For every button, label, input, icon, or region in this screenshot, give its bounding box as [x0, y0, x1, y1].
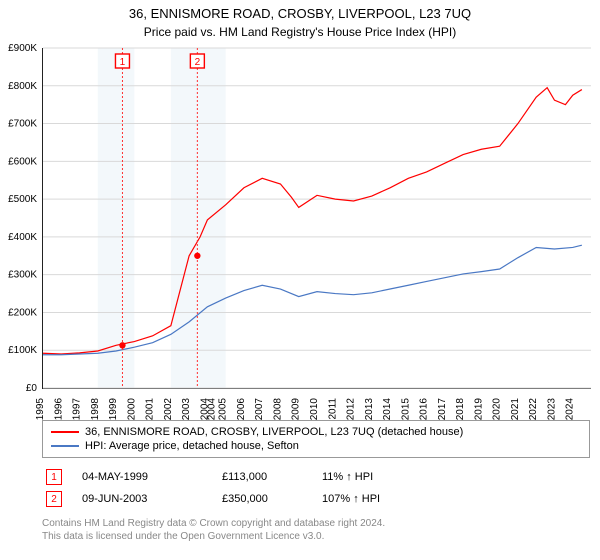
chart-title: 36, ENNISMORE ROAD, CROSBY, LIVERPOOL, L…	[0, 6, 600, 23]
svg-text:2001: 2001	[145, 398, 156, 421]
y-tick-labels: £0 £100K £200K £300K £400K £500K £600K £700K £80…	[8, 43, 37, 394]
sale-marker-icon: 1	[46, 469, 62, 485]
svg-text:£300K: £300K	[8, 270, 37, 281]
svg-text:1999: 1999	[108, 398, 119, 421]
svg-text:£200K: £200K	[8, 307, 37, 318]
legend: 36, ENNISMORE ROAD, CROSBY, LIVERPOOL, L…	[42, 420, 590, 458]
svg-text:2: 2	[195, 57, 201, 68]
sales-table: 1 04-MAY-1999 £113,000 11% ↑ HPI 2 09-JU…	[42, 466, 590, 510]
legend-label: HPI: Average price, detached house, Seft…	[85, 440, 299, 452]
svg-text:£800K: £800K	[8, 81, 37, 92]
svg-text:2006: 2006	[236, 398, 247, 421]
svg-text:1998: 1998	[90, 398, 101, 421]
svg-text:2016: 2016	[419, 398, 430, 421]
svg-text:2024: 2024	[565, 398, 576, 421]
legend-item: 36, ENNISMORE ROAD, CROSBY, LIVERPOOL, L…	[51, 425, 581, 439]
svg-text:2011: 2011	[327, 398, 338, 420]
svg-text:2012: 2012	[346, 398, 357, 421]
svg-text:1995: 1995	[35, 398, 46, 421]
sale-date: 04-MAY-1999	[82, 471, 202, 483]
sale-delta: 107% ↑ HPI	[322, 493, 422, 505]
svg-text:£0: £0	[26, 383, 38, 394]
svg-text:£600K: £600K	[8, 156, 37, 167]
svg-text:2023: 2023	[546, 398, 557, 421]
svg-text:2019: 2019	[473, 398, 484, 421]
sale-row: 1 04-MAY-1999 £113,000 11% ↑ HPI	[42, 466, 590, 488]
chart-area: £0£100K£200K£300K£400K£500K£600K£700K£80…	[42, 48, 590, 388]
svg-text:1996: 1996	[53, 398, 64, 421]
svg-text:2003: 2003	[181, 398, 192, 421]
svg-text:2007: 2007	[254, 398, 265, 421]
svg-text:2000: 2000	[126, 398, 137, 421]
svg-text:2015: 2015	[400, 398, 411, 421]
svg-text:£400K: £400K	[8, 232, 37, 243]
footer-line: Contains HM Land Registry data © Crown c…	[42, 518, 590, 531]
chart-container: 36, ENNISMORE ROAD, CROSBY, LIVERPOOL, L…	[0, 0, 600, 560]
sale-price: £350,000	[222, 493, 302, 505]
chart-subtitle: Price paid vs. HM Land Registry's House …	[0, 25, 600, 41]
svg-text:2021: 2021	[510, 398, 521, 421]
svg-text:2002: 2002	[163, 398, 174, 421]
date-bands	[98, 48, 226, 388]
footer-line: This data is licensed under the Open Gov…	[42, 531, 590, 544]
svg-text:2022: 2022	[528, 398, 539, 421]
svg-text:1: 1	[120, 57, 126, 68]
sale-row: 2 09-JUN-2003 £350,000 107% ↑ HPI	[42, 488, 590, 510]
svg-text:2017: 2017	[437, 398, 448, 421]
sale-date: 09-JUN-2003	[82, 493, 202, 505]
svg-text:2005: 2005	[218, 398, 229, 421]
svg-text:2008: 2008	[272, 398, 283, 421]
legend-swatch-icon	[51, 431, 79, 433]
title-block: 36, ENNISMORE ROAD, CROSBY, LIVERPOOL, L…	[0, 0, 600, 40]
svg-text:2013: 2013	[364, 398, 375, 421]
footer-attribution: Contains HM Land Registry data © Crown c…	[42, 518, 590, 543]
legend-and-sales: 36, ENNISMORE ROAD, CROSBY, LIVERPOOL, L…	[42, 420, 590, 543]
svg-text:2020: 2020	[492, 398, 503, 421]
svg-text:2014: 2014	[382, 398, 393, 421]
legend-label: 36, ENNISMORE ROAD, CROSBY, LIVERPOOL, L…	[85, 426, 463, 438]
chart-svg: £0£100K£200K£300K£400K£500K£600K£700K£80…	[42, 48, 591, 389]
svg-text:£100K: £100K	[8, 345, 37, 356]
svg-text:1997: 1997	[72, 398, 83, 421]
legend-swatch-icon	[51, 445, 79, 447]
svg-text:2004: 2004	[207, 398, 218, 421]
sale-price: £113,000	[222, 471, 302, 483]
svg-text:£500K: £500K	[8, 194, 37, 205]
legend-item: HPI: Average price, detached house, Seft…	[51, 439, 581, 453]
svg-text:£700K: £700K	[8, 119, 37, 130]
svg-text:2009: 2009	[291, 398, 302, 421]
svg-text:£900K: £900K	[8, 43, 37, 54]
svg-text:2010: 2010	[309, 398, 320, 421]
sale-marker-icon: 2	[46, 491, 62, 507]
svg-text:2018: 2018	[455, 398, 466, 421]
sale-delta: 11% ↑ HPI	[322, 471, 422, 483]
x-tick-labels: 1995 1996 1997 1998 1999 2000 2001 2002 2003 2004…	[35, 398, 576, 421]
